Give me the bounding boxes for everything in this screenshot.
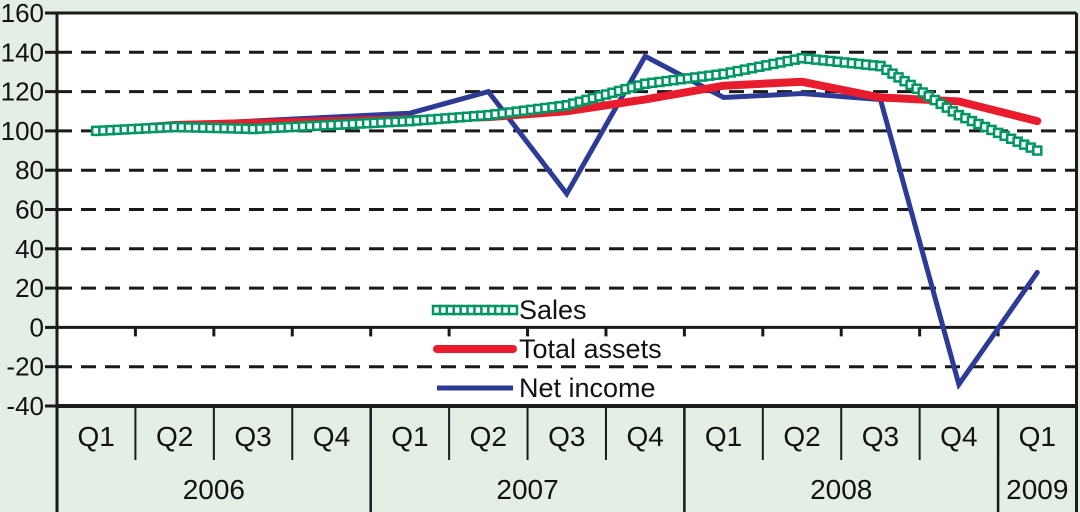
x-quarter-label-7: Q4 bbox=[626, 421, 663, 452]
x-quarter-label-6: Q3 bbox=[548, 421, 585, 452]
y-tick-label-40: 40 bbox=[15, 234, 44, 264]
x-quarter-label-3: Q4 bbox=[313, 421, 350, 452]
y-tick-label-80: 80 bbox=[15, 155, 44, 185]
x-year-label-2008: 2008 bbox=[810, 474, 872, 505]
x-quarter-label-10: Q3 bbox=[862, 421, 899, 452]
x-year-label-2009: 2009 bbox=[1006, 474, 1068, 505]
y-tick-label-140: 140 bbox=[1, 37, 44, 67]
y-tick-label-160: 160 bbox=[1, 0, 44, 28]
legend-label-sales: Sales bbox=[519, 295, 587, 325]
y-tick-label-20: 20 bbox=[15, 273, 44, 303]
x-quarter-label-5: Q2 bbox=[470, 421, 507, 452]
x-quarter-label-1: Q2 bbox=[156, 421, 193, 452]
x-quarter-label-12: Q1 bbox=[1019, 421, 1056, 452]
x-quarter-label-11: Q4 bbox=[940, 421, 977, 452]
y-tick-label-120: 120 bbox=[1, 77, 44, 107]
legend-label-total-assets: Total assets bbox=[519, 334, 662, 364]
y-tick-label-0: 0 bbox=[30, 312, 44, 342]
series-sales-line-marker bbox=[1032, 145, 1043, 156]
y-tick-label--40: -40 bbox=[6, 391, 44, 421]
y-tick-label-100: 100 bbox=[1, 116, 44, 146]
y-tick-label-60: 60 bbox=[15, 195, 44, 225]
series-total-assets-line bbox=[92, 77, 1042, 135]
x-year-label-2006: 2006 bbox=[183, 474, 245, 505]
y-tick-label--20: -20 bbox=[6, 352, 44, 382]
x-quarter-label-0: Q1 bbox=[78, 421, 115, 452]
x-quarter-label-4: Q1 bbox=[391, 421, 428, 452]
legend-swatch-sales-marker bbox=[507, 304, 519, 316]
x-year-label-2007: 2007 bbox=[496, 474, 558, 505]
x-quarter-label-8: Q1 bbox=[705, 421, 742, 452]
legend-label-net-income: Net income bbox=[519, 373, 656, 403]
x-quarter-label-9: Q2 bbox=[783, 421, 820, 452]
x-quarter-label-2: Q3 bbox=[234, 421, 271, 452]
